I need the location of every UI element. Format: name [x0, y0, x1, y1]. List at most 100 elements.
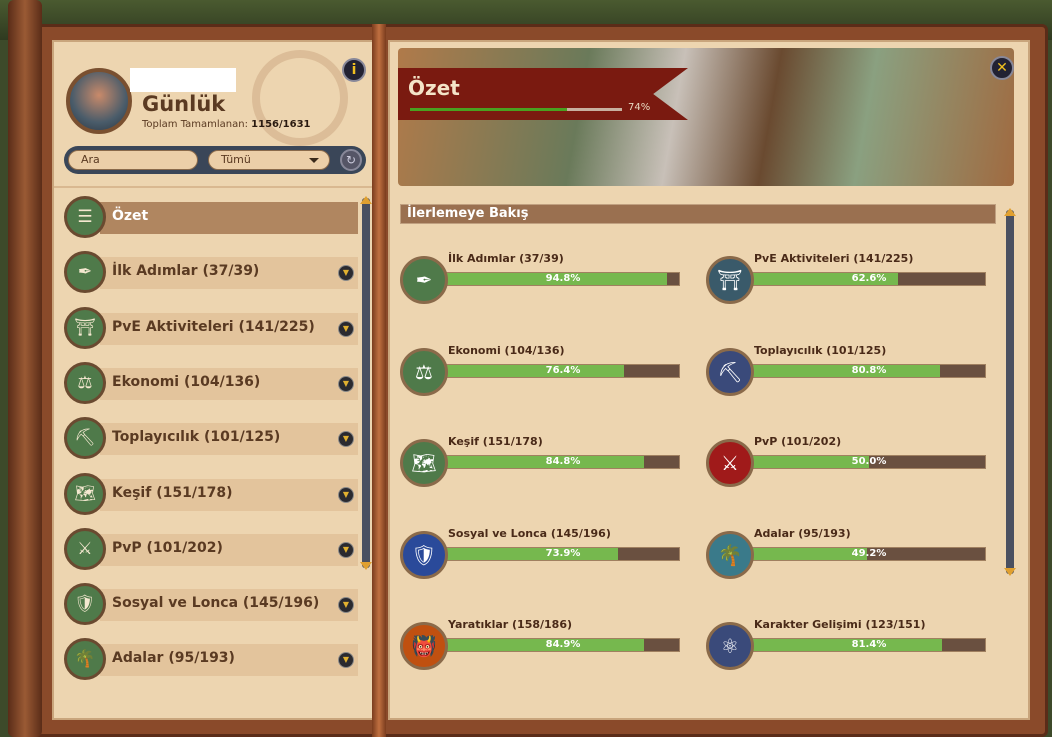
- sidebar-item[interactable]: 🗺 Keşif (151/178) ▼: [64, 472, 360, 517]
- shield-icon: 🛡: [64, 583, 106, 626]
- category-percent: 50.0%: [851, 456, 887, 467]
- category-progress-bar: 80.8%: [752, 363, 986, 378]
- info-icon[interactable]: i: [342, 58, 366, 82]
- sidebar-item-label: İlk Adımlar (37/39): [112, 263, 260, 280]
- category-progress-fill: [753, 547, 868, 560]
- category-title: PvP (101/202): [754, 435, 842, 448]
- chevron-down-icon[interactable]: ▼: [338, 597, 354, 614]
- category-progress-fill: [753, 639, 942, 651]
- summary-progress-label: 74%: [628, 102, 651, 113]
- category-percent: 84.8%: [545, 456, 581, 467]
- sidebar-panel: Günlük Toplam Tamamlanan: 1156/1631 i Ar…: [52, 40, 374, 720]
- chevron-down-icon[interactable]: ▼: [338, 265, 354, 282]
- sidebar-item-label: Özet: [112, 208, 149, 224]
- category-progress[interactable]: Keşif (151/178) 84.8% 🗺: [400, 429, 690, 499]
- sidebar-item[interactable]: 🌴 Adalar (95/193) ▼: [64, 638, 360, 682]
- chevron-down-icon[interactable]: ▼: [338, 486, 354, 503]
- category-title: Ekonomi (104/136): [448, 343, 565, 357]
- category-progress-fill: [753, 364, 941, 377]
- filter-dropdown[interactable]: Tümü: [208, 150, 330, 170]
- category-title: Karakter Gelişimi (123/151): [754, 618, 926, 631]
- category-title: İlk Adımlar (37/39): [448, 252, 564, 265]
- search-input[interactable]: Ara: [68, 150, 198, 170]
- chevron-down-icon[interactable]: ▼: [338, 375, 354, 392]
- sidebar-item-band: [100, 533, 358, 566]
- gavel-icon: ⚖: [64, 361, 106, 404]
- sidebar-item-band: [100, 423, 358, 456]
- chevron-down-icon[interactable]: ▼: [338, 541, 354, 558]
- avatar: [66, 68, 132, 134]
- category-title: Adalar (95/193): [754, 526, 851, 540]
- category-percent: 81.4%: [851, 639, 887, 650]
- category-title: Toplayıcılık (101/125): [754, 343, 887, 357]
- summary-title: Özet: [408, 76, 460, 100]
- sidebar-item-label: Toplayıcılık (101/125): [112, 429, 281, 446]
- close-icon[interactable]: ✕: [990, 56, 1014, 80]
- shield-icon: 🛡: [400, 530, 448, 579]
- category-title: Keşif (151/178): [448, 435, 543, 448]
- reset-icon[interactable]: ↻: [340, 149, 362, 171]
- chevron-down-icon[interactable]: ▼: [338, 652, 354, 669]
- sidebar-item[interactable]: ⚔ PvP (101/202) ▼: [64, 527, 360, 572]
- category-progress-bar: 84.9%: [446, 638, 680, 652]
- category-progress[interactable]: Sosyal ve Lonca (145/196) 73.9% 🛡: [400, 521, 690, 591]
- sidebar-item[interactable]: ⚖ Ekonomi (104/136) ▼: [64, 361, 360, 406]
- sidebar-item-label: PvE Aktiviteleri (141/225): [112, 318, 315, 335]
- crossed-swords-icon: ⚔: [706, 439, 754, 487]
- sidebar-item[interactable]: ☰ Özet: [64, 196, 360, 240]
- total-completed: Toplam Tamamlanan: 1156/1631: [142, 119, 311, 130]
- category-progress[interactable]: İlk Adımlar (37/39) 94.8% ✒: [400, 246, 690, 316]
- scroll-pole: [8, 0, 42, 737]
- crown-emblem-icon: [252, 50, 348, 146]
- category-progress-fill: [447, 364, 625, 377]
- sidebar-item-band: [100, 478, 358, 511]
- category-progress-bar: 62.6%: [752, 272, 986, 286]
- sidebar-item-band: [100, 644, 358, 677]
- main-scrollbar[interactable]: [1004, 208, 1016, 576]
- player-name-redacted: [130, 68, 236, 92]
- category-title: Yaratıklar (158/186): [448, 618, 573, 631]
- dolmen-icon: ⛩: [706, 256, 754, 304]
- search-bar: Ara Tümü ↻: [64, 146, 366, 174]
- category-progress-bar: 49.2%: [752, 546, 986, 561]
- category-progress[interactable]: Yaratıklar (158/186) 84.9% 👹: [400, 612, 690, 682]
- sidebar-item-band: [100, 257, 358, 290]
- gavel-icon: ⚖: [400, 347, 448, 396]
- island-icon: 🌴: [64, 638, 106, 681]
- sidebar-item-band: [100, 589, 358, 622]
- sidebar-item[interactable]: ✒ İlk Adımlar (37/39) ▼: [64, 251, 360, 295]
- sidebar-item-label: Adalar (95/193): [112, 650, 235, 667]
- category-progress[interactable]: PvP (101/202) 50.0% ⚔: [706, 429, 996, 499]
- category-progress-fill: [447, 273, 667, 285]
- category-progress-bar: 76.4%: [446, 363, 680, 378]
- category-percent: 76.4%: [545, 364, 581, 376]
- quill-icon: ✒: [64, 251, 106, 294]
- category-title: PvE Aktiviteleri (141/225): [754, 252, 914, 265]
- sidebar-item[interactable]: 🛡 Sosyal ve Lonca (145/196) ▼: [64, 583, 360, 627]
- category-progress-fill: [447, 547, 619, 560]
- chevron-down-icon[interactable]: ▼: [338, 431, 354, 448]
- category-progress-bar: 73.9%: [446, 546, 680, 561]
- category-percent: 94.8%: [545, 273, 581, 284]
- category-progress[interactable]: Toplayıcılık (101/125) 80.8% ⛏: [706, 338, 996, 408]
- chevron-down-icon[interactable]: ▼: [338, 320, 354, 337]
- category-progress-fill: [447, 456, 644, 468]
- category-progress-bar: 84.8%: [446, 455, 680, 469]
- category-progress-fill: [753, 273, 899, 285]
- sidebar-item[interactable]: ⛏ Toplayıcılık (101/125) ▼: [64, 417, 360, 461]
- sidebar-item-label: Ekonomi (104/136): [112, 373, 261, 390]
- sidebar-item[interactable]: ⛩ PvE Aktiviteleri (141/225) ▼: [64, 306, 360, 351]
- category-progress[interactable]: Ekonomi (104/136) 76.4% ⚖: [400, 338, 690, 408]
- category-progress[interactable]: Adalar (95/193) 49.2% 🌴: [706, 521, 996, 591]
- category-title: Sosyal ve Lonca (145/196): [448, 526, 611, 540]
- map-icon: 🗺: [400, 439, 448, 487]
- sidebar-item-label: PvP (101/202): [112, 539, 223, 556]
- skill-tree-icon: ⚛: [706, 622, 754, 670]
- category-progress[interactable]: PvE Aktiviteleri (141/225) 62.6% ⛩: [706, 246, 996, 316]
- category-progress-bar: 50.0%: [752, 455, 986, 469]
- category-progress[interactable]: Karakter Gelişimi (123/151) 81.4% ⚛: [706, 612, 996, 682]
- pickaxe-icon: ⛏: [64, 417, 106, 460]
- sidebar-scrollbar[interactable]: [360, 196, 372, 570]
- category-progress-fill: [447, 639, 644, 651]
- sidebar-item-band: [100, 312, 358, 345]
